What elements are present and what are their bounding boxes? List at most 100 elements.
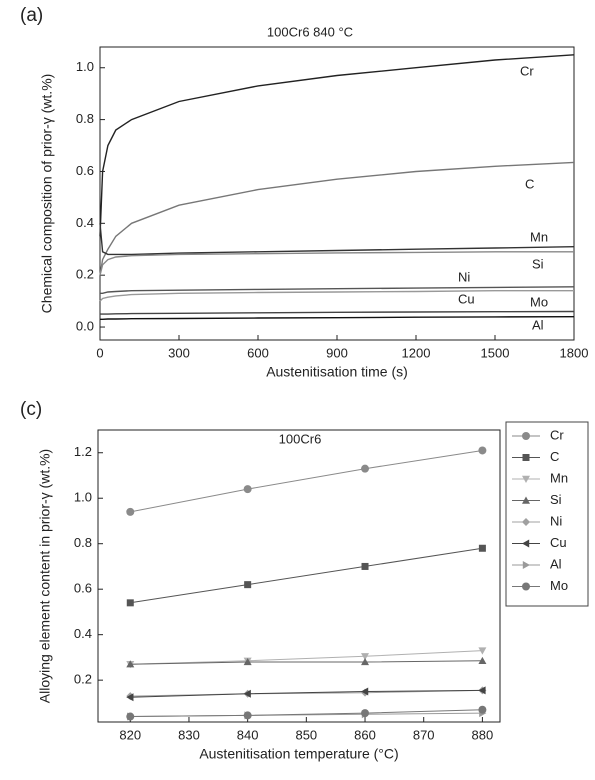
y-tick-label: 0.6	[74, 581, 92, 596]
panel-label: (a)	[20, 5, 43, 26]
marker	[361, 653, 370, 661]
marker	[478, 647, 487, 655]
x-tick-label: 600	[247, 345, 269, 360]
marker	[126, 712, 135, 721]
legend-label: Ni	[550, 513, 562, 528]
marker	[126, 507, 135, 516]
marker	[478, 446, 487, 455]
series-line	[100, 310, 575, 315]
line-label: C	[525, 176, 534, 191]
chart-title: 100Cr6 840 °C	[267, 24, 353, 39]
x-tick-label: 880	[472, 727, 494, 742]
y-tick-label: 0.8	[76, 111, 94, 126]
series-line	[130, 709, 483, 717]
marker	[522, 561, 530, 569]
line-label: Si	[532, 256, 544, 271]
marker	[361, 657, 370, 666]
marker	[478, 686, 486, 695]
x-tick-label: 1800	[560, 345, 589, 360]
x-tick-label: 0	[96, 345, 103, 360]
marker	[522, 539, 530, 548]
marker	[361, 687, 369, 696]
y-tick-label: 0.0	[76, 318, 94, 333]
line-label: Cr	[520, 63, 534, 78]
chart-title: 100Cr6	[279, 431, 322, 446]
y-axis-label: Chemical composition of prior-γ (wt.%)	[39, 74, 55, 314]
y-tick-label: 0.4	[76, 215, 94, 230]
marker	[361, 709, 370, 718]
x-tick-label: 840	[237, 727, 259, 742]
marker	[126, 660, 135, 668]
series-line	[99, 251, 574, 276]
legend-label: Cu	[550, 535, 567, 550]
series-line	[100, 286, 575, 294]
marker	[243, 485, 252, 494]
marker	[522, 432, 530, 440]
x-axis-label: Austenitisation temperature (°C)	[199, 746, 398, 762]
x-axis-label: Austenitisation time (s)	[266, 364, 408, 380]
legend-label: C	[550, 449, 559, 464]
line-label: Cu	[458, 291, 475, 306]
marker	[478, 705, 487, 714]
y-tick-label: 1.2	[74, 444, 92, 459]
marker	[243, 657, 252, 666]
series-line	[99, 161, 575, 276]
line-label: Ni	[458, 269, 470, 284]
legend-label: Si	[550, 492, 562, 507]
legend-label: Cr	[550, 427, 564, 442]
y-tick-label: 0.2	[74, 672, 92, 687]
legend-label: Mn	[550, 470, 568, 485]
series-line	[99, 290, 574, 302]
x-tick-label: 860	[354, 727, 376, 742]
plot-frame	[99, 46, 575, 341]
line-label: Mo	[530, 294, 548, 309]
y-tick-label: 0.4	[74, 626, 92, 641]
marker	[522, 475, 530, 483]
x-tick-label: 1500	[481, 345, 510, 360]
x-tick-label: 820	[119, 727, 141, 742]
y-axis-label: Alloying element content in prior-γ (wt.…	[37, 449, 53, 703]
marker	[361, 464, 370, 473]
legend-label: Mo	[550, 578, 568, 593]
y-tick-label: 0.6	[76, 163, 94, 178]
marker	[522, 582, 530, 591]
series-line	[99, 223, 575, 256]
y-tick-label: 0.8	[74, 535, 92, 550]
x-tick-label: 900	[326, 345, 348, 360]
series-line	[130, 650, 483, 665]
series-line	[130, 450, 483, 513]
marker	[243, 689, 251, 698]
y-tick-label: 1.0	[74, 490, 92, 505]
marker	[126, 693, 134, 702]
x-tick-label: 830	[178, 727, 200, 742]
legend-label: Al	[550, 556, 562, 571]
marker	[478, 656, 487, 665]
panel-label: (c)	[20, 399, 42, 420]
marker	[126, 599, 134, 607]
x-tick-label: 300	[168, 345, 190, 360]
series-line	[130, 660, 483, 665]
line-label: Al	[532, 317, 544, 332]
y-tick-label: 0.2	[76, 267, 94, 282]
x-tick-label: 850	[295, 727, 317, 742]
y-tick-label: 1.0	[76, 59, 94, 74]
series-line	[130, 547, 483, 604]
marker	[243, 711, 252, 720]
plot-frame	[97, 429, 501, 723]
marker	[244, 581, 252, 589]
legend-box	[505, 421, 589, 607]
marker	[522, 454, 530, 461]
series-line	[99, 54, 575, 237]
line-label: Mn	[530, 229, 548, 244]
marker	[478, 544, 486, 552]
series-line	[130, 689, 483, 698]
marker	[361, 562, 369, 570]
series-line	[100, 316, 575, 320]
marker	[522, 496, 530, 504]
x-tick-label: 870	[413, 727, 435, 742]
series-line	[130, 689, 483, 697]
x-tick-label: 1200	[402, 345, 431, 360]
marker	[522, 518, 530, 526]
